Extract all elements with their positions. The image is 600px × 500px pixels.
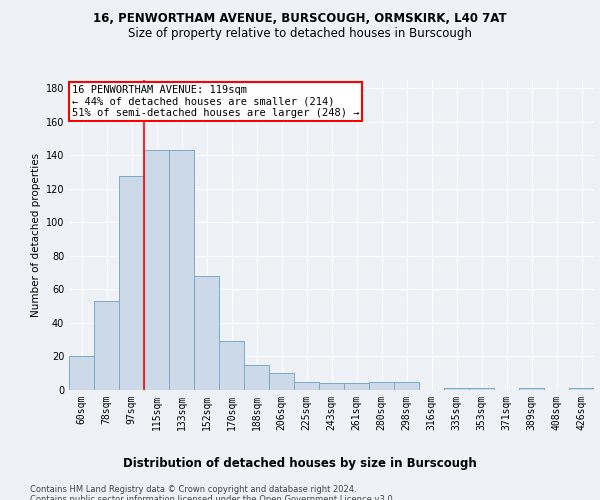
Bar — [244, 365, 269, 390]
Bar — [94, 301, 119, 390]
Bar — [169, 150, 194, 390]
Text: Distribution of detached houses by size in Burscough: Distribution of detached houses by size … — [123, 458, 477, 470]
Bar — [119, 176, 144, 390]
Bar — [394, 382, 419, 390]
Text: Size of property relative to detached houses in Burscough: Size of property relative to detached ho… — [128, 28, 472, 40]
Text: 16, PENWORTHAM AVENUE, BURSCOUGH, ORMSKIRK, L40 7AT: 16, PENWORTHAM AVENUE, BURSCOUGH, ORMSKI… — [93, 12, 507, 26]
Bar — [344, 384, 369, 390]
Bar — [294, 382, 319, 390]
Text: 16 PENWORTHAM AVENUE: 119sqm
← 44% of detached houses are smaller (214)
51% of s: 16 PENWORTHAM AVENUE: 119sqm ← 44% of de… — [71, 84, 359, 118]
Bar — [569, 388, 594, 390]
Bar — [519, 388, 544, 390]
Bar — [269, 373, 294, 390]
Bar — [194, 276, 219, 390]
Bar — [369, 382, 394, 390]
Bar — [219, 342, 244, 390]
Bar — [69, 356, 94, 390]
Bar — [444, 388, 469, 390]
Bar — [469, 388, 494, 390]
Bar — [144, 150, 169, 390]
Text: Contains HM Land Registry data © Crown copyright and database right 2024.
Contai: Contains HM Land Registry data © Crown c… — [30, 485, 395, 500]
Y-axis label: Number of detached properties: Number of detached properties — [31, 153, 41, 317]
Bar — [319, 384, 344, 390]
